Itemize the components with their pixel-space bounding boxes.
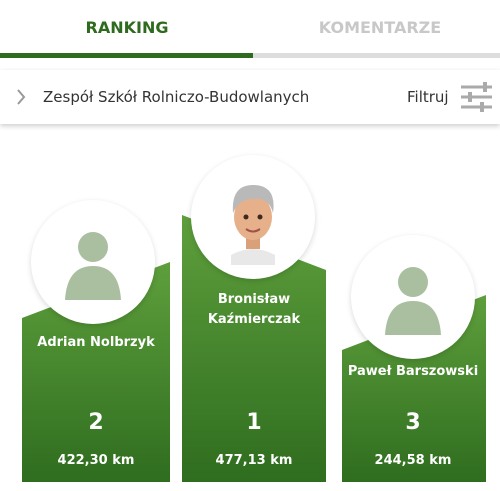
tab-comments[interactable]: KOMENTARZE	[318, 18, 442, 37]
filter-bar[interactable]: Zespół Szkół Rolniczo-Budowlanych Filtru…	[0, 70, 500, 124]
avatar	[191, 155, 315, 279]
user-name: Bronisław Kaźmierczak	[207, 292, 301, 327]
rank: 2	[88, 410, 104, 435]
avatar	[31, 200, 155, 324]
tab-indicator	[0, 53, 253, 58]
avatar-photo	[231, 185, 275, 265]
distance: 477,13 km	[215, 453, 293, 468]
tab-track	[253, 53, 500, 58]
distance: 244,58 km	[374, 453, 452, 468]
user-name: Adrian Nolbrzyk	[37, 335, 155, 350]
avatar-icon	[65, 232, 121, 300]
school-name: Zespół Szkół Rolniczo-Budowlanych	[43, 88, 310, 106]
user-name: Paweł Barszowski	[347, 364, 479, 379]
rank: 3	[405, 410, 421, 435]
avatar	[351, 235, 475, 359]
filter-icons	[17, 82, 492, 112]
avatar-icon	[385, 267, 441, 335]
tab-ranking[interactable]: RANKING	[85, 18, 169, 37]
rank: 1	[246, 410, 262, 435]
distance: 422,30 km	[57, 453, 135, 468]
filter-label[interactable]: Filtruj	[407, 88, 449, 106]
